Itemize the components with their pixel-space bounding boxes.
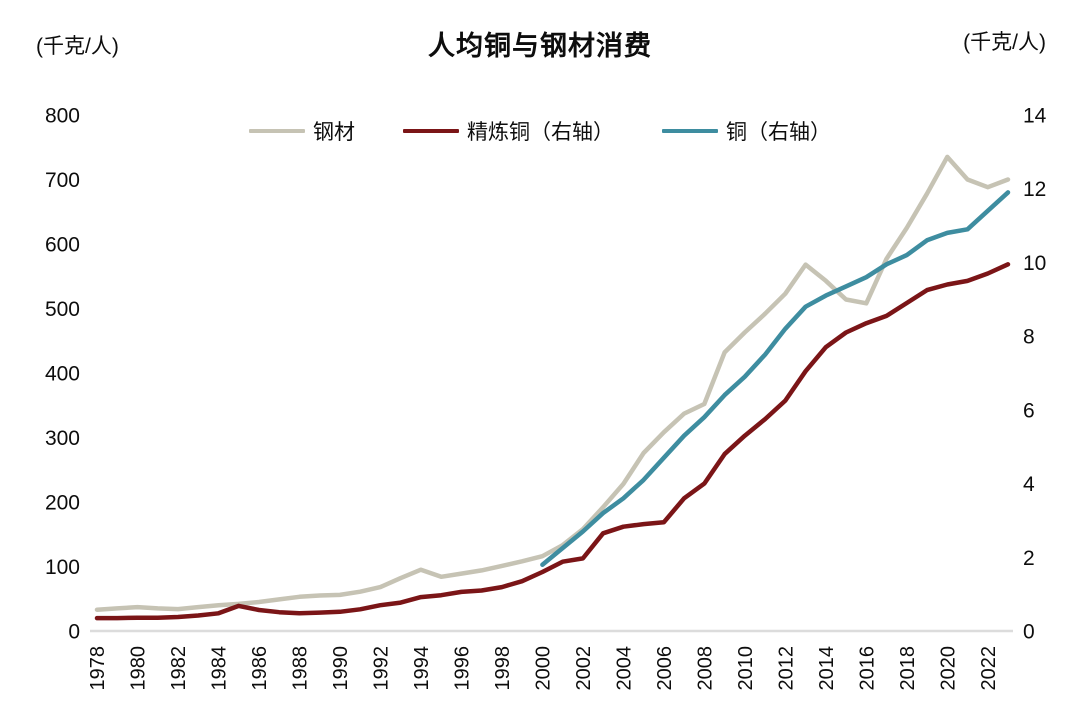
- left-axis-tick-label: 0: [68, 621, 80, 644]
- x-axis-tick-label: 1994: [411, 646, 433, 691]
- left-axis-tick-label: 400: [45, 363, 80, 386]
- x-axis-tick-label: 1984: [208, 646, 230, 691]
- x-axis-tick-label: 1998: [492, 646, 514, 691]
- left-axis-tick-label: 800: [45, 105, 80, 128]
- x-axis-tick-label: 2014: [816, 646, 838, 691]
- right-axis-tick-label: 4: [1023, 473, 1035, 496]
- x-axis-tick-label: 1988: [289, 646, 311, 691]
- x-axis-tick-label: 1992: [370, 646, 392, 691]
- right-axis-tick-label: 12: [1023, 178, 1046, 201]
- right-axis-unit: (千克/人): [963, 31, 1046, 54]
- x-axis-tick-label: 2018: [897, 646, 919, 691]
- legend-label-refined-copper: 精炼铜（右轴）: [467, 121, 614, 144]
- x-axis-tick-label: 2004: [613, 646, 635, 691]
- left-axis-tick-label: 200: [45, 492, 80, 515]
- legend-label-steel: 钢材: [313, 121, 355, 144]
- steel-line-swatch: [249, 129, 305, 133]
- x-axis-tick-label: 2016: [856, 646, 878, 691]
- x-axis-tick-label: 1978: [87, 646, 109, 691]
- right-axis-tick-label: 0: [1023, 621, 1035, 644]
- refined_copper-line: [94, 262, 1011, 621]
- steel-line: [94, 154, 1011, 612]
- left-axis-unit: (千克/人): [36, 35, 119, 58]
- legend-label-copper: 铜（右轴）: [726, 121, 831, 144]
- left-axis-tick-label: 100: [45, 556, 80, 579]
- left-axis-tick-label: 300: [45, 427, 80, 450]
- x-axis-tick-label: 1982: [168, 646, 190, 691]
- right-axis-tick-label: 14: [1023, 105, 1047, 128]
- legend-item-refined-copper: 精炼铜（右轴）: [403, 116, 614, 146]
- x-axis-tick-label: 2022: [978, 646, 1000, 691]
- right-axis-tick-label: 10: [1023, 252, 1046, 275]
- legend-item-steel: 钢材: [249, 116, 355, 146]
- refined-copper-line-swatch: [403, 129, 459, 133]
- x-axis-tick-label: 1980: [127, 646, 149, 691]
- x-axis-tick-label: 1996: [451, 646, 473, 691]
- left-axis-tick-label: 600: [45, 234, 80, 257]
- copper-line-swatch: [662, 129, 718, 133]
- x-axis-tick-label: 1990: [330, 646, 352, 691]
- x-axis-tick-label: 2002: [573, 646, 595, 691]
- x-axis-tick-label: 2010: [735, 646, 757, 691]
- copper-line: [540, 190, 1011, 567]
- legend-item-copper: 铜（右轴）: [662, 116, 831, 146]
- x-axis-tick-label: 2012: [775, 646, 797, 691]
- x-axis-tick-label: 2008: [694, 646, 716, 691]
- x-axis-tick-label: 2020: [937, 646, 959, 691]
- right-axis-tick-label: 2: [1023, 547, 1035, 570]
- left-axis-tick-label: 500: [45, 298, 80, 321]
- chart-title: 人均铜与钢材消费: [428, 31, 652, 61]
- x-axis-tick-label: 2006: [654, 646, 676, 691]
- right-axis-tick-label: 6: [1023, 399, 1035, 422]
- right-axis-tick-label: 8: [1023, 326, 1035, 349]
- x-axis-tick-label: 1986: [249, 646, 271, 691]
- left-axis-tick-label: 700: [45, 169, 80, 192]
- legend: 钢材 精炼铜（右轴） 铜（右轴）: [0, 116, 1080, 146]
- x-axis-tick-label: 2000: [532, 646, 554, 691]
